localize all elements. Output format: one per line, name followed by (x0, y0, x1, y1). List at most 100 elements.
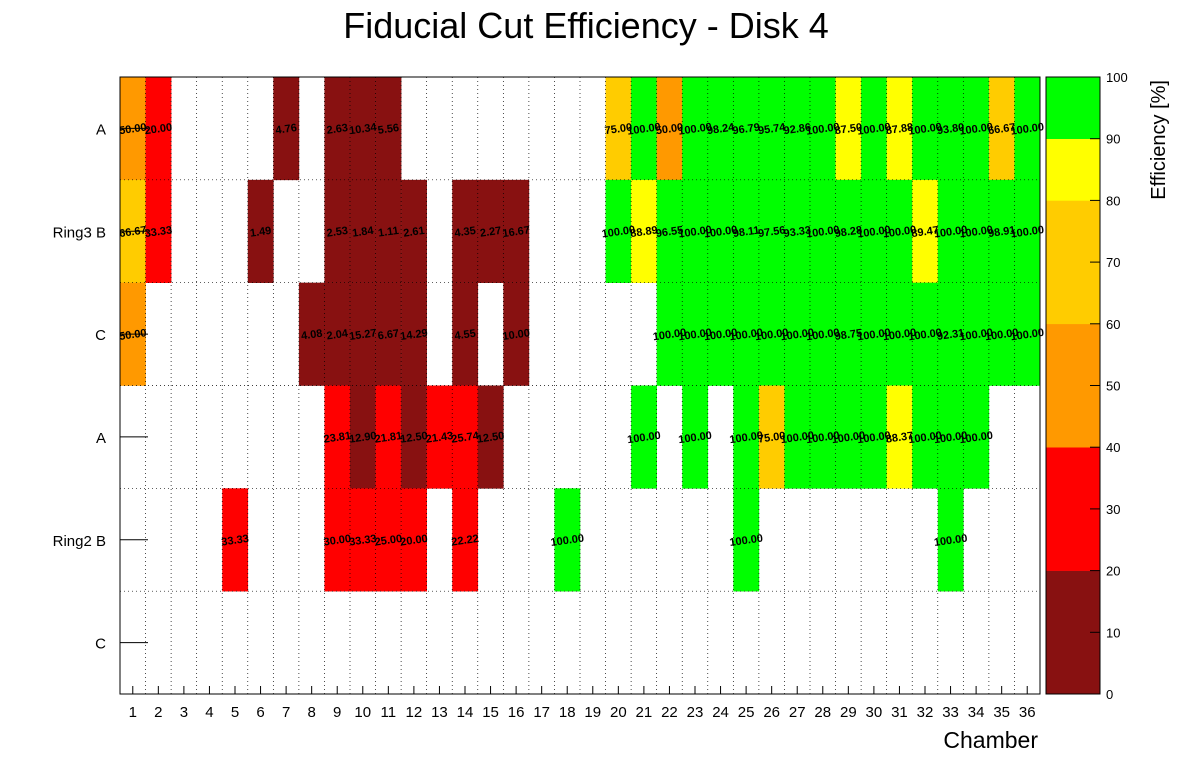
heatmap-cell (861, 385, 887, 489)
cell-value-label: 100.00 (933, 430, 968, 447)
cell-value-label: 100.00 (959, 327, 994, 344)
x-tick-label: 35 (993, 704, 1010, 721)
cell-value-label: 4.55 (454, 328, 477, 343)
heatmap-cell (631, 77, 657, 181)
heatmap-cell (145, 77, 172, 181)
x-tick-label: 23 (687, 704, 704, 721)
cell-value-label: 98.28 (834, 224, 863, 240)
colorbar-band (1046, 77, 1100, 139)
heatmap-cell (835, 385, 862, 489)
cell-value-label: 21.43 (425, 430, 454, 446)
cell-value-label: 100.00 (703, 327, 738, 344)
colorbar-tick-label: 10 (1106, 625, 1120, 640)
heatmap-cell (912, 385, 939, 489)
cell-value-label: 12.50 (476, 430, 505, 446)
cell-value-label: 12.50 (400, 430, 429, 446)
heatmap-cell (963, 282, 990, 386)
cell-value-label: 97.56 (757, 224, 786, 240)
heatmap-cell (605, 179, 632, 283)
cell-value-label: 88.37 (885, 430, 914, 446)
cell-value-label: 93.80 (936, 122, 965, 138)
x-tick-label: 18 (559, 704, 576, 721)
cell-value-label: 100.00 (652, 327, 687, 344)
heatmap-cell (707, 282, 734, 386)
heatmap-cell (350, 179, 376, 283)
x-axis-ticks: 1 2 3 4 5 6 7 8 9 10 11 12 13 14 15 16 17 18 19 20 21 22 23 24 2… (129, 686, 1036, 721)
heatmap-cell (810, 385, 836, 489)
heatmap-cell (554, 488, 581, 592)
cell-value-label: 87.88 (885, 122, 914, 138)
cell-value-label: 4.35 (454, 225, 477, 240)
x-tick-label: 14 (457, 704, 474, 721)
cell-value-label: 2.61 (403, 225, 426, 240)
cell-value-label: 2.27 (479, 225, 502, 240)
heatmap-cell (503, 179, 530, 283)
heatmap-cell (784, 179, 811, 283)
cell-value-label: 33.33 (348, 533, 377, 549)
cell-value-label: 100.00 (627, 121, 662, 138)
heatmap-cell (886, 77, 913, 181)
x-tick-label: 15 (482, 704, 499, 721)
x-tick-label: 19 (584, 704, 601, 721)
x-tick-label: 31 (891, 704, 908, 721)
heatmap-cell (988, 179, 1015, 283)
cell-value-label: 100.00 (908, 430, 943, 447)
cell-value-label: 2.04 (326, 328, 350, 343)
heatmap-cell (375, 385, 402, 489)
cell-value-label: 100.00 (984, 327, 1019, 344)
heatmap-cell (784, 385, 811, 489)
cell-value-label: 93.33 (783, 224, 812, 240)
x-tick-label: 36 (1019, 704, 1036, 721)
cell-value-label: 100.00 (908, 121, 943, 138)
cell-value-label: 20.00 (144, 122, 173, 138)
cell-value-label: 100.00 (1010, 224, 1045, 241)
cell-value-label: 14.29 (400, 327, 429, 343)
cell-value-label: 88.89 (630, 224, 659, 240)
heatmap-cell (324, 179, 351, 283)
y-tick-label: C (95, 636, 106, 653)
x-tick-label: 32 (917, 704, 934, 721)
heatmap-cell (375, 179, 402, 283)
cell-value-label: 33.33 (221, 533, 250, 549)
heatmap-cell (452, 385, 479, 489)
grid-lines (120, 77, 1040, 694)
heatmap-cell (324, 282, 351, 386)
cell-value-label: 100.00 (703, 224, 738, 241)
cell-value-label: 100.00 (601, 224, 636, 241)
x-tick-label: 5 (231, 704, 239, 721)
heatmap-cell (861, 77, 887, 181)
cell-value-label: 87.50 (834, 122, 863, 138)
heatmap-cell (324, 385, 351, 489)
heatmap-cell (631, 385, 657, 489)
cell-value-label: 100.00 (857, 224, 892, 241)
x-tick-label: 29 (840, 704, 857, 721)
cell-value-label: 96.79 (732, 122, 761, 138)
heatmap-cell (733, 77, 760, 181)
heatmap-cell (682, 282, 709, 386)
cell-value-label: 50.00 (118, 327, 147, 343)
cell-value-label: 100.00 (805, 224, 840, 241)
x-tick-label: 34 (968, 704, 985, 721)
cell-value-label: 1.49 (249, 225, 272, 240)
colorbar-tick-label: 100 (1106, 70, 1128, 85)
cell-value-label: 6.67 (377, 328, 400, 343)
colorbar: 0 10 20 30 40 50 60 70 80 90 100 (1045, 70, 1128, 702)
heatmap-cell (758, 282, 785, 386)
cell-value-label: 100.00 (729, 532, 764, 549)
heatmap-cell (401, 282, 427, 386)
cell-value-label: 100.00 (678, 224, 713, 241)
heatmap-cell (810, 282, 836, 386)
cell-value-label: 75.00 (757, 430, 786, 446)
cell-value-label: 95.74 (757, 121, 787, 137)
colorbar-tick-label: 80 (1106, 193, 1120, 208)
colorbar-tick-label: 70 (1106, 255, 1120, 270)
cell-value-label: 100.00 (882, 327, 917, 344)
heatmap-cell (758, 77, 785, 181)
heatmap-cell (324, 488, 351, 592)
cell-value-label: 50.00 (655, 122, 684, 138)
heatmap-cell (963, 77, 990, 181)
cell-value-label: 100.00 (678, 327, 713, 344)
heatmap-cell (733, 488, 760, 592)
heatmap-cell (350, 282, 376, 386)
cell-value-label: 89.47 (911, 224, 940, 240)
